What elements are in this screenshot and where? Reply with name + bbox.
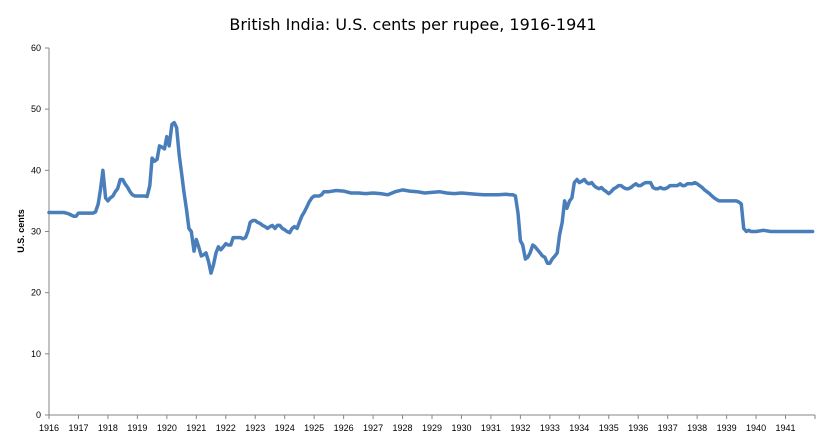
x-tick-label: 1916 bbox=[39, 423, 59, 433]
x-tick-label: 1941 bbox=[776, 423, 796, 433]
y-tick-label: 50 bbox=[31, 104, 41, 114]
x-tick-label: 1919 bbox=[127, 423, 147, 433]
x-tick-label: 1925 bbox=[304, 423, 324, 433]
x-tick-label: 1934 bbox=[569, 423, 589, 433]
x-tick-label: 1936 bbox=[628, 423, 648, 433]
x-tick-label: 1921 bbox=[186, 423, 206, 433]
series-group bbox=[47, 120, 815, 275]
x-tick-label: 1930 bbox=[451, 423, 471, 433]
y-tick-label: 10 bbox=[31, 349, 41, 359]
x-tick-label: 1917 bbox=[68, 423, 88, 433]
x-tick-label: 1931 bbox=[481, 423, 501, 433]
y-tick-label: 0 bbox=[36, 410, 41, 420]
x-tick-label: 1933 bbox=[540, 423, 560, 433]
x-tick-label: 1927 bbox=[363, 423, 383, 433]
x-tick-label: 1939 bbox=[717, 423, 737, 433]
y-axis: 0 10 20 30 40 50 60 bbox=[31, 43, 50, 420]
x-tick-label: 1932 bbox=[510, 423, 530, 433]
x-tick-label: 1923 bbox=[245, 423, 265, 433]
x-tick-label: 1920 bbox=[157, 423, 177, 433]
y-axis-label: U.S. cents bbox=[16, 209, 26, 253]
x-tick-label: 1918 bbox=[98, 423, 118, 433]
x-tick-label: 1922 bbox=[216, 423, 236, 433]
x-tick-label: 1937 bbox=[658, 423, 678, 433]
x-tick-label: 1928 bbox=[393, 423, 413, 433]
y-tick-label: 30 bbox=[31, 227, 41, 237]
x-tick-label: 1935 bbox=[599, 423, 619, 433]
series-line bbox=[47, 120, 815, 275]
x-tick-label: 1940 bbox=[746, 423, 766, 433]
x-tick-label: 1924 bbox=[275, 423, 295, 433]
y-tick-label: 40 bbox=[31, 165, 41, 175]
x-tick-label: 1938 bbox=[687, 423, 707, 433]
x-tick-label: 1926 bbox=[334, 423, 354, 433]
chart-title: British India: U.S. cents per rupee, 191… bbox=[229, 15, 596, 34]
y-tick-label: 20 bbox=[31, 288, 41, 298]
x-axis: 1916 1917 1918 1919 1920 1921 1922 1923 1924 1925… bbox=[39, 414, 816, 433]
x-tick-label: 1929 bbox=[422, 423, 442, 433]
y-tick-label: 60 bbox=[31, 43, 41, 53]
